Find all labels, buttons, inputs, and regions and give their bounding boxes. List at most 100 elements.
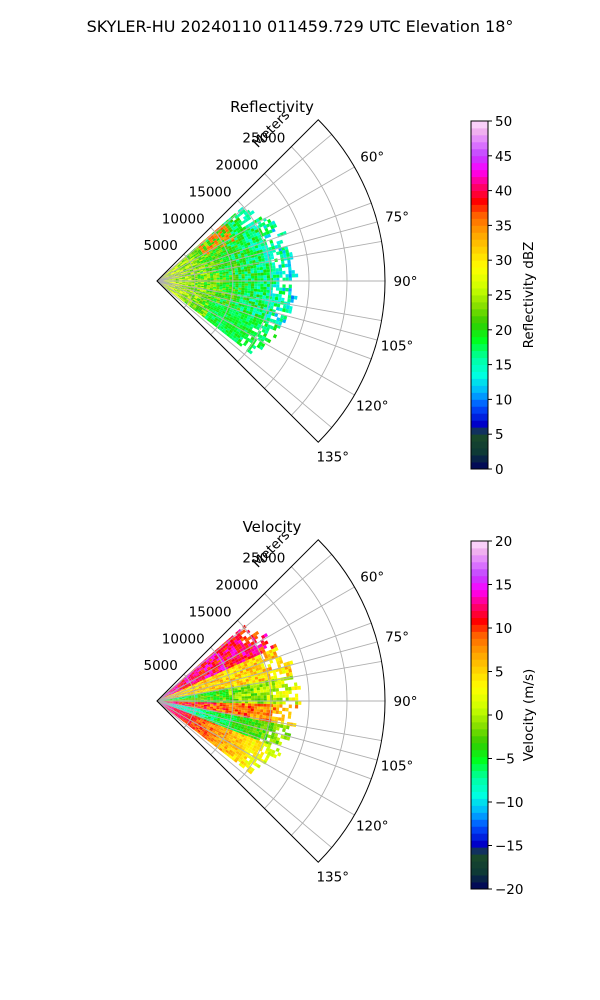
radar-cell <box>256 711 260 715</box>
radar-cell <box>255 679 259 683</box>
radar-cell <box>187 286 191 289</box>
radar-cell <box>233 242 238 247</box>
radar-cell <box>193 305 197 308</box>
radar-cell <box>166 700 170 701</box>
radar-cell <box>191 697 195 699</box>
radar-cell <box>263 275 267 279</box>
radar-cell <box>288 277 292 281</box>
radar-cell <box>271 312 276 317</box>
radar-cell <box>233 219 238 224</box>
radar-cell <box>228 269 232 272</box>
radar-cell <box>237 315 241 319</box>
colorbar-segment <box>471 575 488 584</box>
radar-cell <box>272 265 276 269</box>
radar-cell <box>182 293 186 296</box>
radar-cell <box>219 277 223 280</box>
radar-cell <box>205 301 210 305</box>
radar-cell <box>237 633 242 638</box>
radar-cell <box>185 686 189 689</box>
radar-cell <box>172 696 176 698</box>
radar-cell <box>272 685 276 689</box>
radar-cell <box>253 690 258 694</box>
radar-cell <box>228 667 233 671</box>
radar-cell <box>206 272 210 275</box>
radar-cell <box>240 637 245 642</box>
radar-cell <box>216 697 220 700</box>
radar-cell <box>212 320 217 324</box>
radar-cell <box>169 703 173 705</box>
radar-cell <box>200 663 204 667</box>
radar-cell <box>206 269 210 272</box>
radar-cell <box>282 277 286 281</box>
radar-cell <box>239 221 244 226</box>
radar-cell <box>179 268 183 271</box>
radar-cell <box>209 664 213 668</box>
radar-cell <box>256 714 260 718</box>
radar-cell <box>227 226 232 231</box>
radar-cell <box>190 675 194 679</box>
radar-cell <box>169 278 173 280</box>
radar-cell <box>172 291 176 294</box>
radar-cell <box>244 237 249 241</box>
radar-cell <box>232 248 236 252</box>
radar-cell <box>207 311 212 315</box>
radar-cell <box>294 693 299 698</box>
radar-cell <box>171 292 175 295</box>
radar-cell <box>232 335 237 339</box>
colorbar-segment <box>471 267 488 275</box>
radar-cell <box>249 232 254 236</box>
radar-cell <box>253 325 258 329</box>
radar-cell <box>210 312 214 316</box>
colorbar-segment <box>471 392 488 400</box>
radar-cell <box>222 270 226 273</box>
radar-cell <box>172 701 176 702</box>
radar-cell <box>248 678 253 682</box>
radar-cell <box>172 282 176 283</box>
radar-cell <box>231 238 236 243</box>
radar-cell <box>226 699 230 701</box>
radar-cell <box>178 265 181 268</box>
radar-cell <box>218 311 222 315</box>
radar-cell <box>218 714 222 717</box>
radar-cell <box>181 283 186 285</box>
radar-cell <box>197 254 201 258</box>
radar-cell <box>168 696 172 698</box>
radar-cell <box>282 669 286 674</box>
radar-cell <box>182 267 186 270</box>
radar-cell <box>273 284 277 288</box>
radar-cell <box>211 675 215 678</box>
radar-cell <box>236 661 240 665</box>
radar-cell <box>220 253 225 256</box>
radar-cell <box>258 341 263 346</box>
radar-cell <box>230 305 235 309</box>
radar-cell <box>202 671 206 674</box>
radar-cell <box>244 304 248 309</box>
radar-cell <box>221 234 226 238</box>
radar-cell <box>210 698 214 700</box>
radar-cell <box>202 689 207 692</box>
radar-cell <box>236 235 241 240</box>
radar-cell <box>231 255 236 259</box>
radar-cell <box>264 721 269 725</box>
radar-cell <box>243 251 248 255</box>
radar-cell <box>218 667 222 671</box>
radar-cell <box>191 705 195 707</box>
radar-cell <box>184 274 188 276</box>
radar-cell <box>183 296 187 300</box>
radar-cell <box>172 291 176 294</box>
radar-cell <box>261 245 266 250</box>
radar-cell <box>202 269 207 272</box>
radar-cell <box>249 260 253 264</box>
radar-cell <box>179 687 183 690</box>
radar-cell <box>231 325 236 330</box>
radar-cell <box>272 672 277 676</box>
colorbar-segment <box>471 329 488 338</box>
radar-cell <box>259 686 264 691</box>
radar-cell <box>280 314 285 319</box>
radar-cell <box>184 684 188 687</box>
radar-cell <box>209 692 213 694</box>
radar-cell <box>241 283 245 286</box>
radar-cell <box>219 284 223 287</box>
radar-cell <box>285 694 289 698</box>
radar-cell <box>182 680 186 683</box>
